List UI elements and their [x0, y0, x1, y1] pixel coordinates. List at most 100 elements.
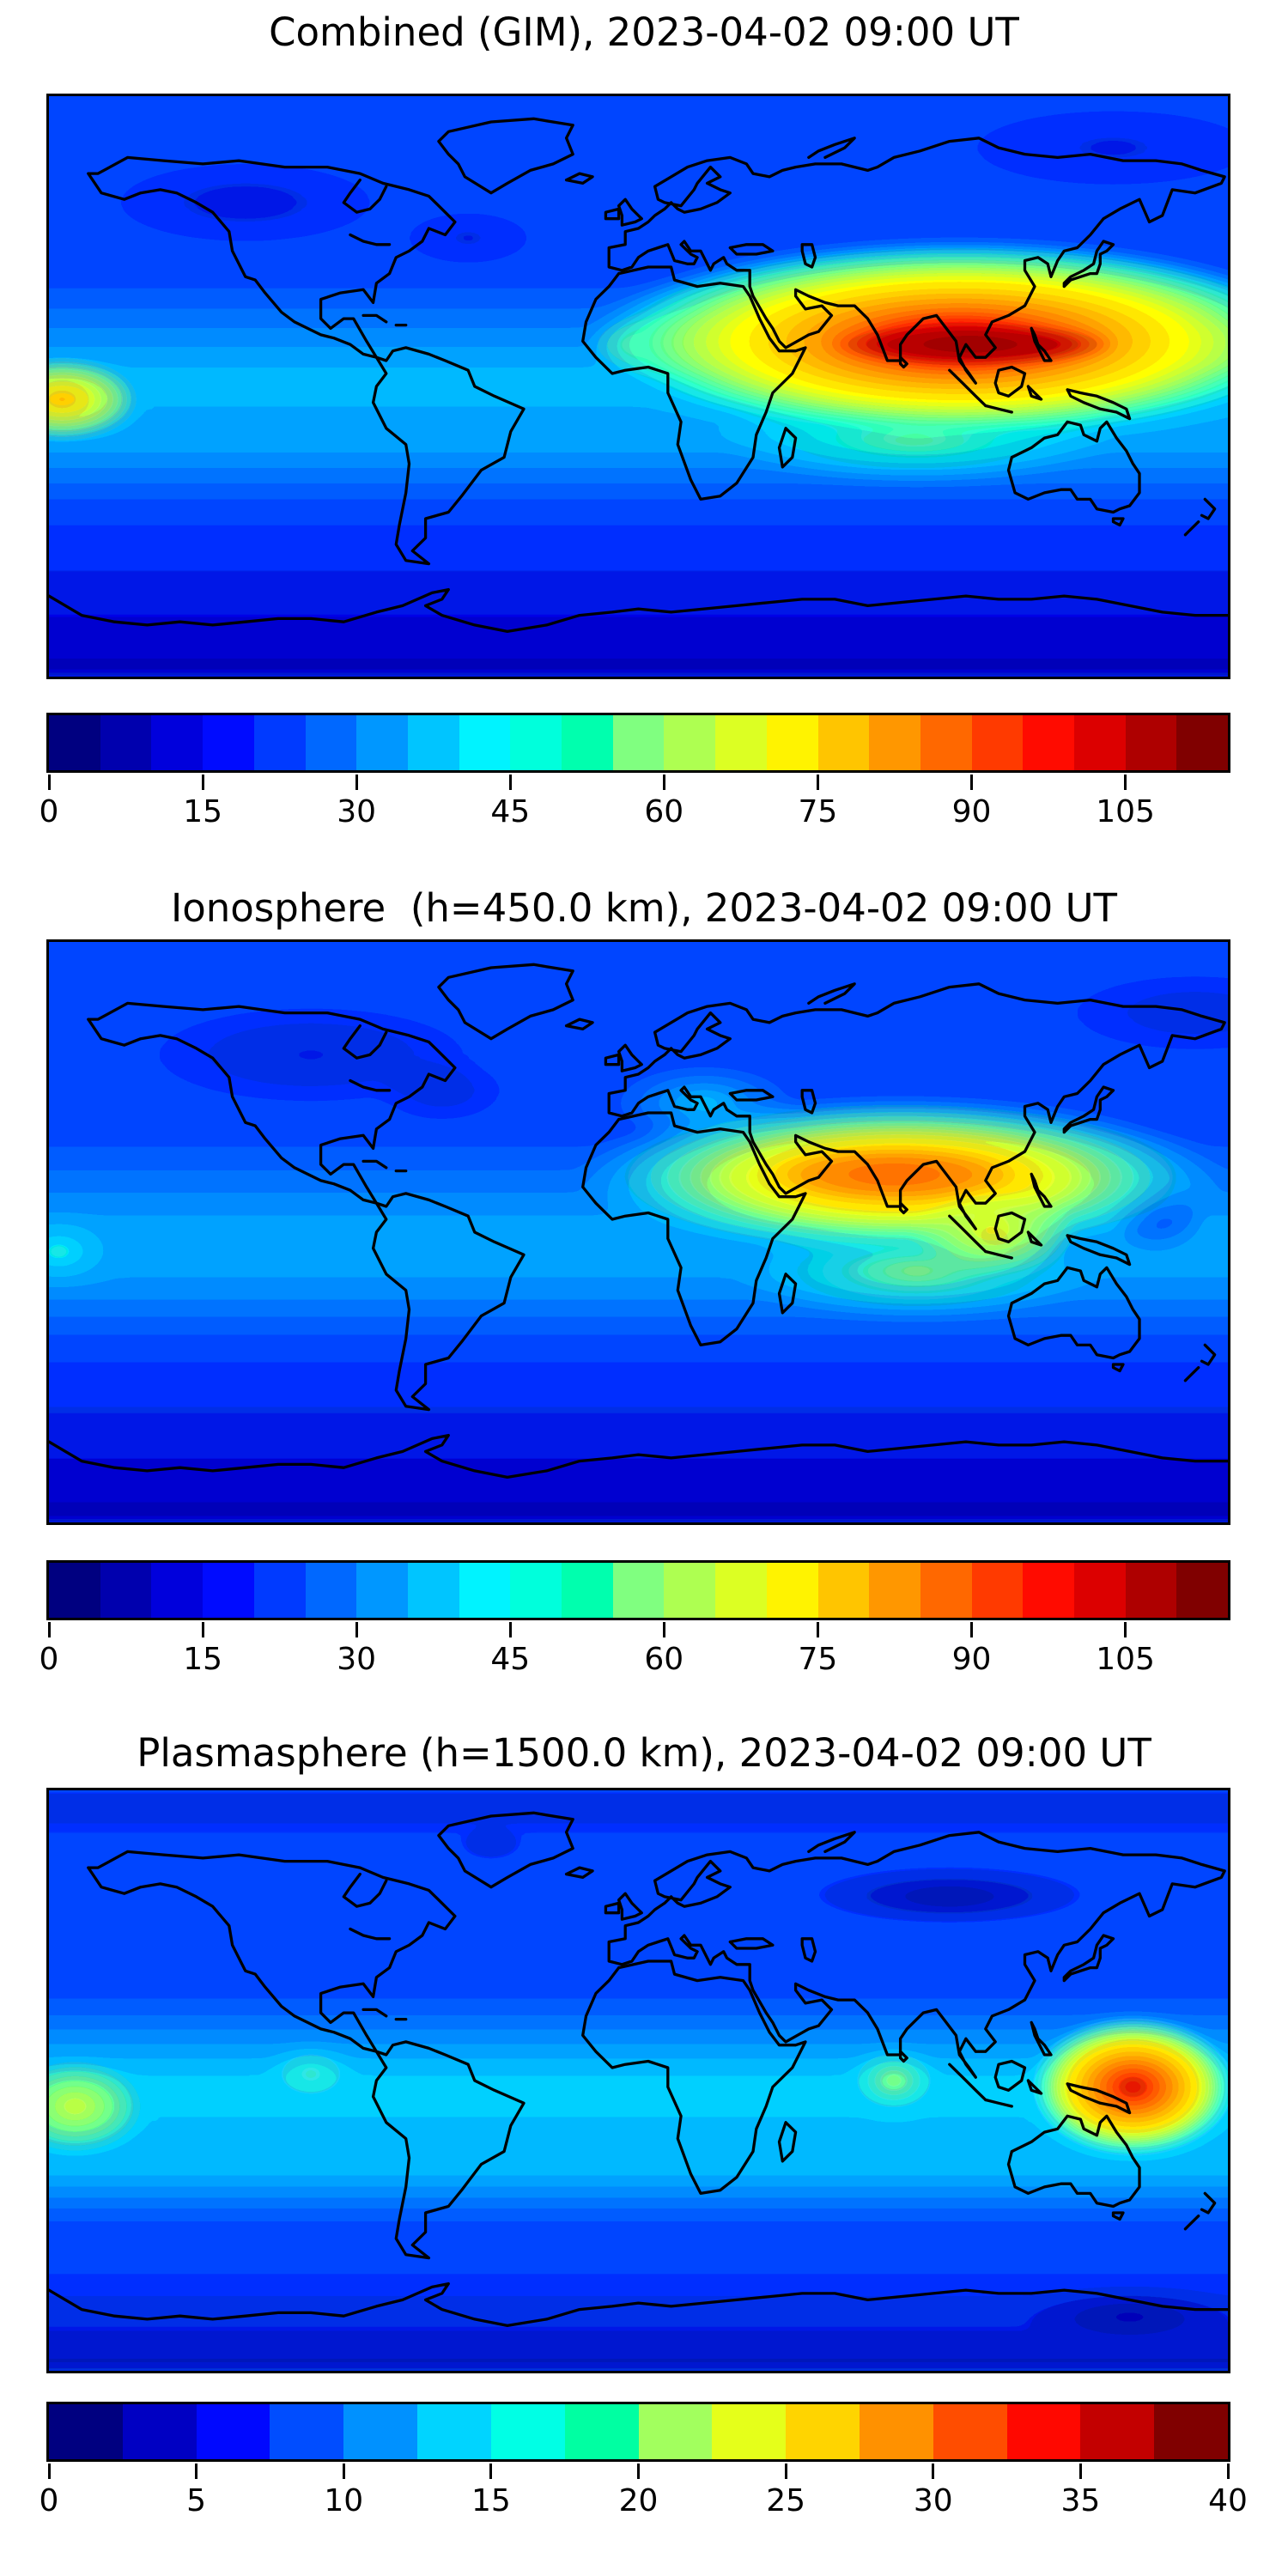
colorbar-band [1125, 715, 1177, 770]
panel-2-colorbar-labels: 0 15 30 45 60 75 90 105 [39, 1642, 1228, 1686]
colorbar-band [664, 715, 716, 770]
colorbar-tick [47, 775, 51, 790]
panel-2-title: Ionosphere (h=450.0 km), 2023-04-02 09:0… [170, 885, 1118, 931]
colorbar-band [1074, 715, 1126, 770]
colorbar-band [766, 715, 818, 770]
colorbar-tick [970, 775, 973, 790]
panel-2-colorbar-ticks [47, 1622, 1228, 1637]
colorbar-band [270, 2404, 344, 2459]
colorbar-tick [932, 2464, 935, 2479]
colorbar-band [407, 715, 459, 770]
colorbar-band [1176, 715, 1229, 770]
panel-3-map-canvas [49, 1790, 1228, 2371]
colorbar-band [151, 715, 204, 770]
panel-3-colorbar-labels: 0 5 10 15 20 25 30 35 40 [39, 2483, 1248, 2527]
colorbar-band [459, 715, 511, 770]
coastlines [49, 117, 1228, 634]
colorbar-band [971, 715, 1024, 770]
colorbar-band [305, 715, 357, 770]
colorbar-band [817, 1563, 870, 1618]
panel-1-colorbar-labels: 0 15 30 45 60 75 90 105 [39, 794, 1228, 838]
colorbar-band [49, 715, 100, 770]
colorbar-band [100, 1563, 152, 1618]
colorbar-tick [637, 2464, 640, 2479]
colorbar-band [49, 2404, 123, 2459]
colorbar-tick-label: 15 [183, 794, 222, 829]
colorbar-tick [201, 775, 204, 790]
panel-1-colorbar [46, 713, 1230, 773]
colorbar-tick [342, 2464, 345, 2479]
colorbar-band [564, 2404, 639, 2459]
colorbar-band [933, 2404, 1007, 2459]
colorbar-band [1080, 2404, 1155, 2459]
panel-1-map-canvas [49, 96, 1228, 677]
colorbar-band [869, 1563, 920, 1618]
panel-2-colorbar [46, 1560, 1230, 1620]
colorbar-band [343, 2404, 418, 2459]
colorbar-tick-label: 60 [644, 794, 684, 829]
colorbar-band [712, 2404, 787, 2459]
colorbar-tick [1226, 2464, 1230, 2479]
colorbar-tick [508, 1622, 512, 1637]
colorbar-band [920, 715, 972, 770]
colorbar-band [562, 1563, 613, 1618]
colorbar-band [971, 1563, 1024, 1618]
colorbar-tick-label: 5 [186, 2483, 207, 2518]
colorbar-band [1154, 2404, 1228, 2459]
colorbar-tick-label: 15 [471, 2483, 511, 2518]
colorbar-tick-label: 90 [951, 794, 992, 829]
colorbar-band [920, 1563, 972, 1618]
colorbar-band [459, 1563, 511, 1618]
panel-2-map [46, 939, 1230, 1525]
colorbar-band [253, 715, 306, 770]
colorbar-band [1023, 1563, 1075, 1618]
colorbar-band [612, 1563, 665, 1618]
colorbar-band [49, 1563, 100, 1618]
colorbar-band [305, 1563, 357, 1618]
colorbar-tick-label: 60 [644, 1642, 684, 1677]
colorbar-tick [784, 2464, 787, 2479]
colorbar-band [1006, 2404, 1081, 2459]
colorbar-tick-label: 105 [1096, 1642, 1155, 1677]
colorbar-tick-label: 20 [618, 2483, 659, 2518]
colorbar-tick [970, 1622, 973, 1637]
colorbar-band [638, 2404, 713, 2459]
colorbar-band [253, 1563, 306, 1618]
colorbar-tick-label: 0 [39, 1642, 59, 1677]
colorbar-tick [355, 775, 358, 790]
colorbar-tick-label: 75 [798, 794, 838, 829]
colorbar-band [356, 715, 408, 770]
colorbar-band [859, 2404, 933, 2459]
colorbar-band [196, 2404, 270, 2459]
panel-3-map [46, 1788, 1230, 2373]
colorbar-band [151, 1563, 204, 1618]
colorbar-tick [662, 1622, 665, 1637]
colorbar-tick [1078, 2464, 1082, 2479]
colorbar-tick-label: 15 [183, 1642, 222, 1677]
colorbar-tick [47, 2464, 51, 2479]
colorbar-band [1125, 1563, 1177, 1618]
colorbar-tick [662, 775, 665, 790]
colorbar-band [869, 715, 920, 770]
colorbar-tick-label: 45 [490, 794, 531, 829]
colorbar-tick-label: 75 [798, 1642, 838, 1677]
colorbar-band [417, 2404, 491, 2459]
colorbar-band [715, 1563, 767, 1618]
panel-3-colorbar [46, 2402, 1230, 2462]
colorbar-band [562, 715, 613, 770]
colorbar-band [817, 715, 870, 770]
colorbar-tick-label: 30 [913, 2483, 953, 2518]
colorbar-band [786, 2404, 860, 2459]
colorbar-band [1023, 715, 1075, 770]
colorbar-band [612, 715, 665, 770]
colorbar-band [664, 1563, 716, 1618]
panel-3-title: Plasmasphere (h=1500.0 km), 2023-04-02 0… [137, 1730, 1151, 1776]
coastlines [49, 1811, 1228, 2328]
colorbar-tick-label: 45 [490, 1642, 531, 1677]
colorbar-tick-label: 0 [39, 794, 59, 829]
panel-1-colorbar-ticks [47, 775, 1228, 790]
colorbar-band [715, 715, 767, 770]
colorbar-tick-label: 40 [1208, 2483, 1248, 2518]
colorbar-tick [1124, 1622, 1127, 1637]
